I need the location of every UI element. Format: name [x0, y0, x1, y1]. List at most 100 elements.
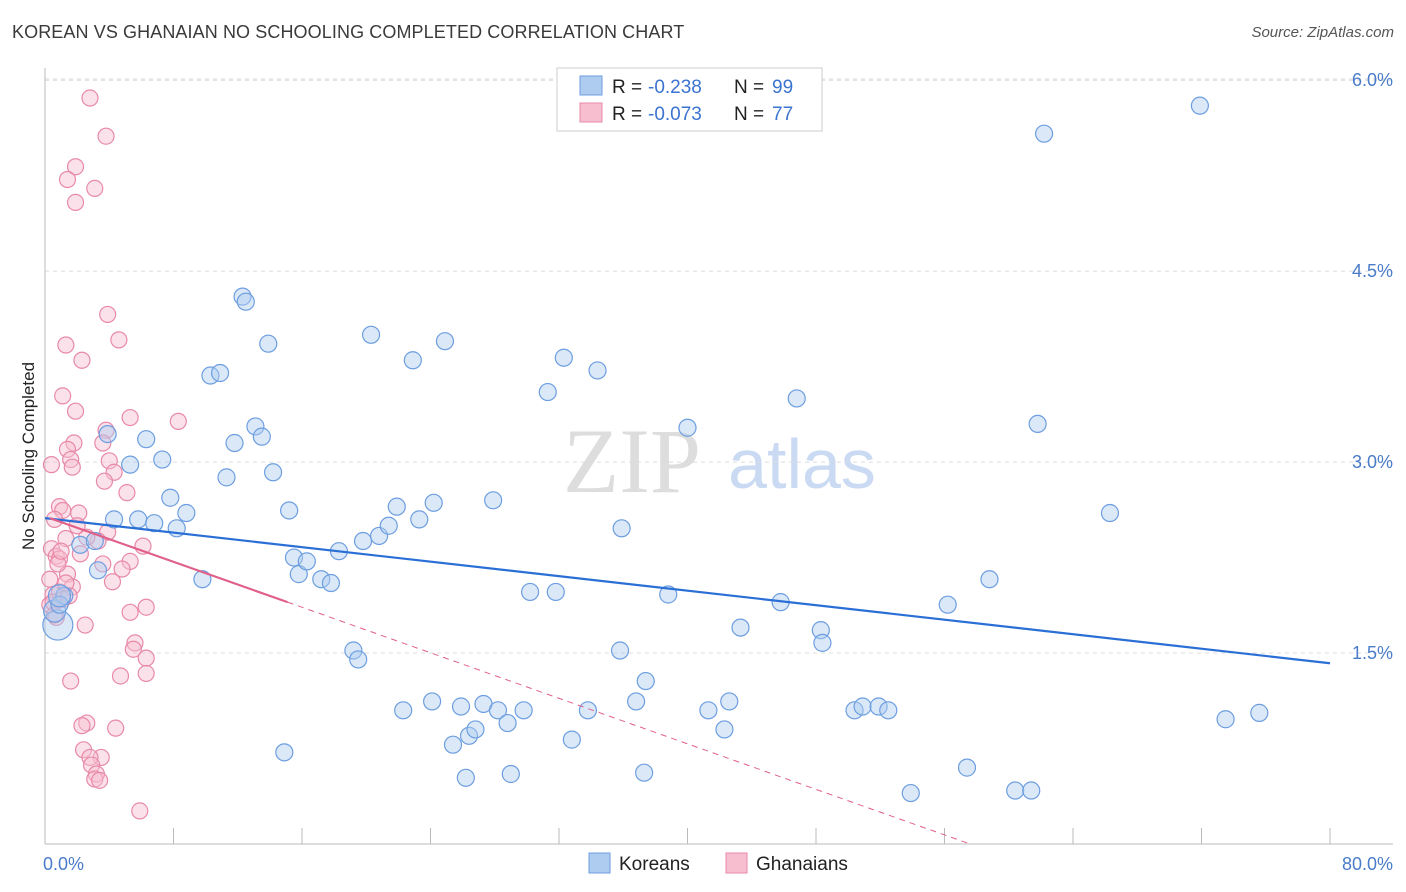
korean-point [879, 701, 898, 720]
korean-point [297, 552, 316, 571]
ghanaians-trend-extension [287, 601, 971, 845]
korean-point [344, 641, 363, 660]
ghanaian-point [121, 408, 139, 427]
ghanaian-point [86, 179, 104, 198]
korean-point [210, 363, 230, 383]
ghanaian-point [49, 555, 67, 573]
ghanaian-point [82, 756, 101, 774]
korean-point [456, 768, 475, 787]
x-tick-label-max: 80.0% [1342, 854, 1393, 874]
korean-point [361, 325, 381, 344]
ghanaian-point [110, 331, 128, 349]
korean-point [403, 351, 422, 370]
ghanaian-point [76, 616, 94, 634]
bottom-legend-swatch-koreans [588, 852, 611, 874]
x-tick-label-min: 0.0% [43, 854, 84, 874]
korean-point [55, 586, 74, 605]
korean-point [501, 764, 520, 784]
ghanaian-point [137, 598, 155, 616]
korean-point [451, 697, 471, 716]
ghanaian-point [42, 456, 61, 474]
legend-r-value-ghanaians: -0.073 [648, 104, 702, 125]
ghanaian-point [73, 717, 91, 735]
y-tick-labels: 1.5% 3.0% 4.5% 6.0% [1352, 70, 1393, 663]
legend-r-label-koreans: R = [612, 77, 642, 98]
korean-point [145, 514, 164, 533]
watermark-atlas: atlas [728, 425, 876, 503]
source-credit: Source: ZipAtlas.com [1251, 24, 1394, 41]
ghanaian-point [65, 434, 83, 452]
korean-point [410, 510, 429, 529]
watermark-zip: ZIP [563, 410, 701, 512]
ghanaian-point [99, 305, 117, 324]
ghanaian-point [118, 484, 136, 502]
legend-n-label-ghanaians: N = [734, 104, 764, 125]
korean-point [498, 713, 517, 733]
ghanaian-point [52, 542, 70, 560]
ghanaian-point [66, 402, 85, 420]
korean-point [678, 418, 697, 437]
korean-point [659, 585, 678, 604]
bottom-legend-ghanaians: Ghanaians [756, 854, 848, 875]
korean-point [280, 501, 299, 520]
korean-point [161, 488, 180, 507]
korean-point [715, 720, 734, 739]
ghanaian-point [137, 649, 155, 667]
korean-point [1034, 124, 1054, 143]
korean-point [484, 491, 503, 510]
y-tick-label: 6.0% [1352, 70, 1393, 90]
series-legend: Koreans Ghanaians [588, 852, 848, 875]
ghanaian-point [81, 89, 99, 107]
y-tick-label: 4.5% [1352, 261, 1393, 281]
korean-point [394, 701, 413, 720]
korean-point [635, 763, 654, 782]
korean-point [275, 743, 294, 762]
axes [44, 68, 1393, 845]
bottom-legend-swatch-ghanaians [725, 852, 748, 874]
korean-point [98, 424, 117, 444]
ghanaian-point [169, 412, 187, 430]
korean-point [259, 334, 278, 353]
korean-point [387, 497, 406, 516]
korean-point [252, 427, 271, 446]
korean-point [612, 519, 631, 538]
legend-r-value-koreans: -0.238 [648, 77, 702, 98]
korean-point [233, 287, 252, 306]
korean-point [379, 516, 398, 535]
ghanaian-point [111, 667, 130, 685]
korean-point [1022, 781, 1041, 800]
korean-point [813, 633, 832, 652]
korean-point [47, 584, 72, 608]
korean-point [869, 697, 888, 716]
legend-swatch-koreans [579, 75, 603, 96]
korean-point [217, 468, 236, 487]
korean-point [938, 595, 957, 614]
korean-point [88, 561, 108, 580]
korean-point [193, 570, 212, 589]
korean-point [153, 450, 172, 469]
ghanaian-point [66, 193, 85, 212]
korean-point [312, 570, 331, 589]
ghanaian-point [124, 640, 142, 658]
ghanaian-point [94, 434, 112, 452]
korean-point [50, 595, 69, 614]
korean-point [1250, 703, 1269, 722]
ghanaian-point [54, 387, 72, 405]
ghanaian-point [57, 336, 75, 354]
legend-n-label-koreans: N = [734, 77, 764, 98]
ghanaian-point [131, 802, 149, 820]
koreans-series [42, 96, 1269, 803]
legend-swatch-ghanaians [579, 102, 603, 123]
korean-point [42, 609, 74, 641]
korean-point [588, 361, 607, 380]
korean-point [263, 463, 283, 482]
korean-point [546, 582, 565, 602]
legend-r-label-ghanaians: R = [612, 104, 642, 125]
korean-point [538, 382, 557, 402]
korean-point [246, 417, 265, 436]
ghanaian-point [113, 560, 131, 578]
korean-point [626, 692, 646, 711]
ghanaian-point [95, 472, 114, 490]
korean-point [435, 332, 455, 351]
